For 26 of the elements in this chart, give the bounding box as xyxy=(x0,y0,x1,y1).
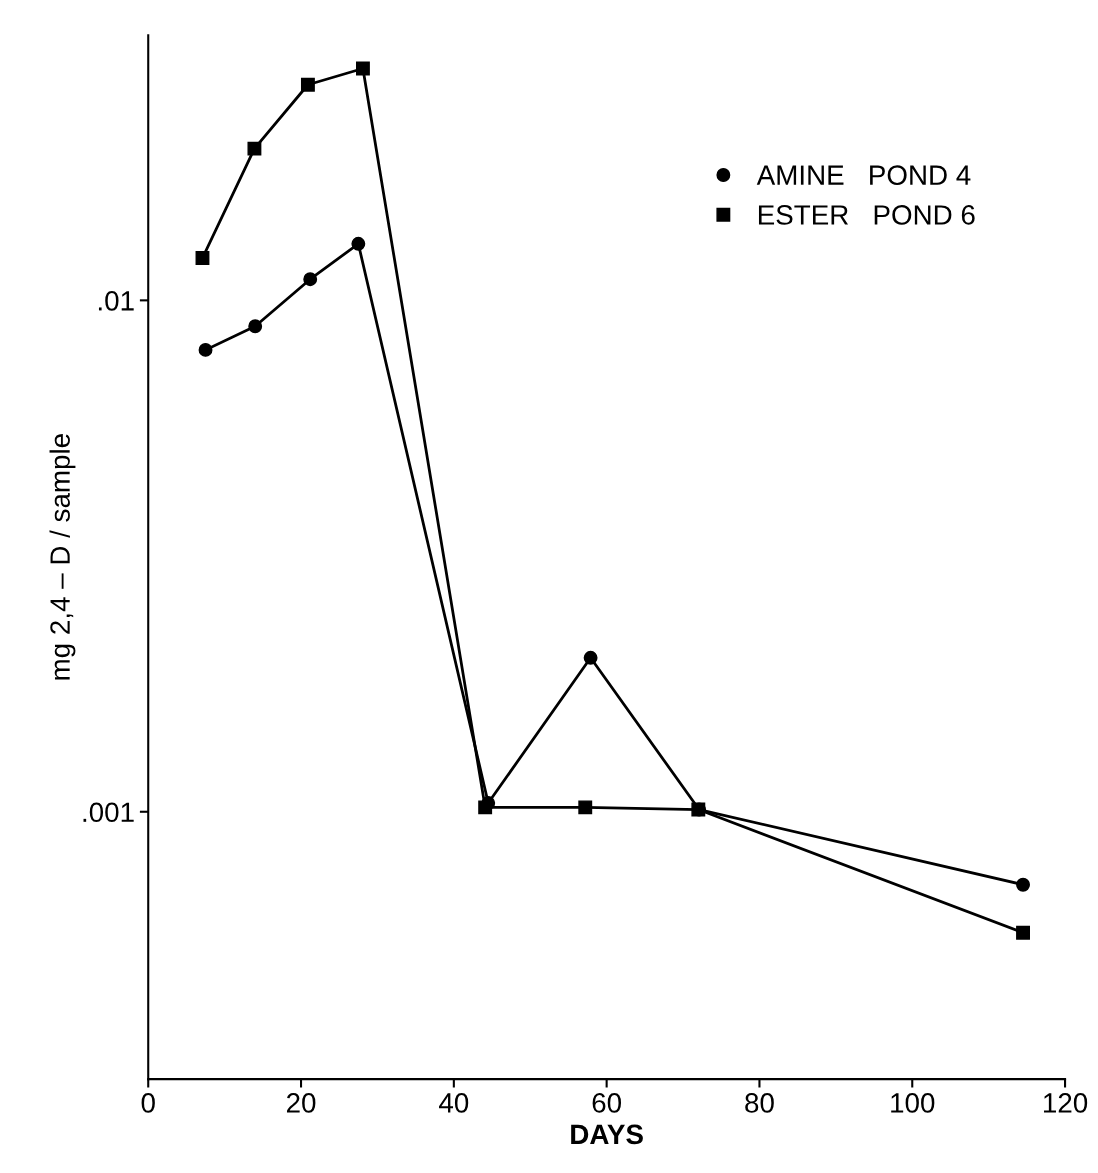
point xyxy=(248,319,263,334)
x-tick-label: 20 xyxy=(286,1093,316,1113)
x-tick-label: 60 xyxy=(592,1093,622,1113)
x-axis-title: DAYS xyxy=(571,1124,643,1145)
point xyxy=(355,61,370,76)
y-axis-title: mg 2,4 – D / sample xyxy=(49,434,76,680)
point xyxy=(303,272,318,287)
point xyxy=(1016,925,1030,940)
x-tick-label: 0 xyxy=(141,1093,155,1113)
legend-label: ESTER POND 6 xyxy=(758,205,975,225)
y-tick-label: .01 xyxy=(98,291,134,311)
point xyxy=(300,77,315,92)
legend-label: AMINE POND 4 xyxy=(756,165,971,185)
x-tick-label: 80 xyxy=(745,1093,774,1113)
point xyxy=(478,800,493,815)
x-tick-label: 120 xyxy=(1044,1093,1088,1113)
point xyxy=(578,800,593,815)
x-tick-label: 40 xyxy=(439,1093,469,1113)
point xyxy=(1016,877,1030,892)
point xyxy=(195,251,210,265)
point xyxy=(351,236,366,251)
point xyxy=(198,342,213,357)
x-tick-label: 100 xyxy=(891,1093,935,1113)
point xyxy=(583,650,598,665)
y-tick-label: .001 xyxy=(83,802,134,823)
point xyxy=(247,141,262,156)
